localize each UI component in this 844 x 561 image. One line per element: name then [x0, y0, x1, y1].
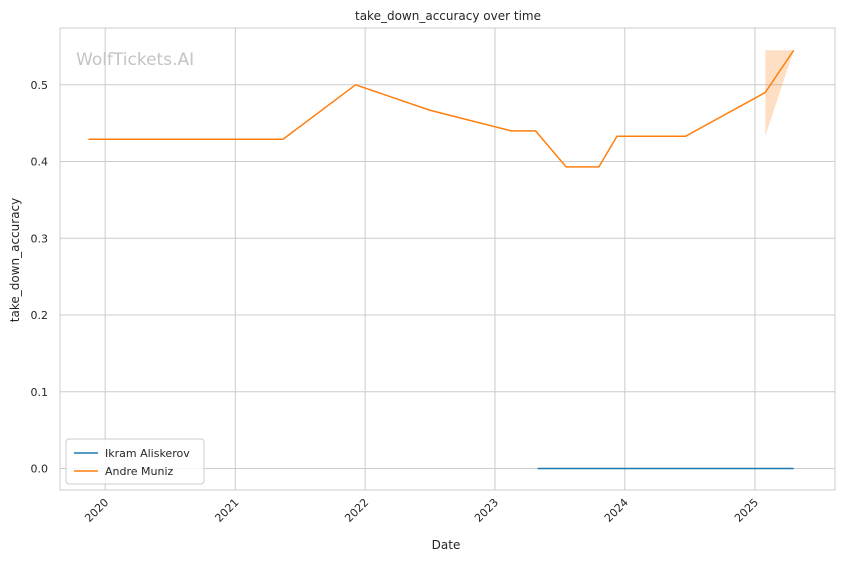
series-lines [88, 49, 795, 470]
series-line-andre-muniz [88, 49, 795, 168]
x-tick-2024: 2024 [602, 496, 631, 525]
y-tick-0.1: 0.1 [31, 386, 49, 399]
legend-label-ikram-aliskerov: Ikram Aliskerov [105, 447, 190, 460]
y-axis-label: take_down_accuracy [8, 198, 22, 322]
legend-box [65, 438, 205, 485]
x-tick-2023: 2023 [472, 496, 501, 525]
watermark: WolfTickets.AI [76, 50, 194, 70]
confidence-band-andre-muniz [765, 50, 794, 137]
x-tick-2022: 2022 [342, 496, 371, 525]
y-tick-0.2: 0.2 [31, 309, 49, 322]
y-tick-0.5: 0.5 [31, 79, 49, 92]
y-tick-0.4: 0.4 [31, 156, 49, 169]
x-tick-2020: 2020 [82, 496, 111, 525]
y-tick-0.3: 0.3 [31, 232, 49, 245]
x-tick-labels: 2020 2021 2022 2023 2024 2025 [82, 496, 761, 525]
y-tick-0.0: 0.0 [31, 463, 49, 476]
x-tick-2021: 2021 [212, 496, 241, 525]
plot-frame [59, 27, 836, 491]
chart-title: take_down_accuracy over time [355, 9, 541, 23]
grid-lines [60, 28, 835, 490]
x-tick-2025: 2025 [732, 496, 761, 525]
legend: Ikram Aliskerov Andre Muniz [65, 438, 205, 485]
x-axis-label: Date [432, 538, 461, 552]
y-tick-labels: 0.0 0.1 0.2 0.3 0.4 0.5 [31, 79, 49, 476]
legend-label-andre-muniz: Andre Muniz [105, 465, 174, 478]
confidence-bands [765, 50, 794, 137]
